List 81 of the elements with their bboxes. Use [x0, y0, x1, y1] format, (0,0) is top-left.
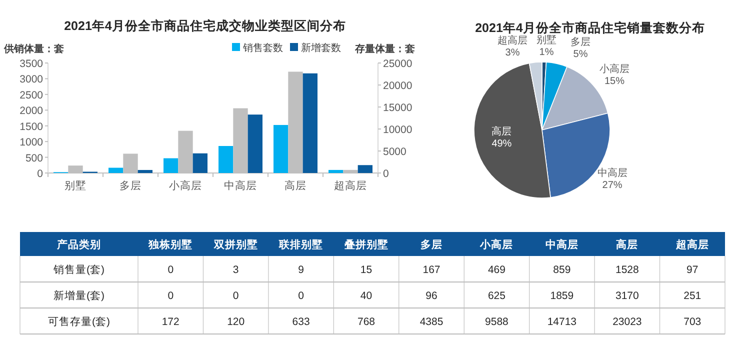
y-tick-label: 1000: [20, 136, 44, 149]
category-label: 中高层: [545, 238, 578, 251]
data-label: 633: [292, 316, 310, 328]
category-label: 多层: [420, 238, 442, 251]
y-tick-label: 0: [37, 168, 44, 180]
category-label: 小高层: [479, 238, 514, 251]
data-label: 96: [426, 290, 438, 302]
y-tick-label: 1500: [20, 120, 44, 133]
data-label: 15%: [604, 76, 625, 87]
data-label: 1%: [539, 47, 554, 58]
bar: [138, 170, 152, 173]
data-label: 0: [232, 290, 239, 302]
data-label: 14713: [547, 316, 577, 328]
category-label: 双拼别墅: [212, 238, 258, 251]
slice-label: 超高层: [498, 34, 528, 46]
data-label: 3: [232, 264, 239, 276]
data-label: 23023: [612, 316, 642, 328]
y-tick-label: 3000: [20, 74, 44, 86]
y2-tick-label: 15000: [383, 102, 412, 114]
text: 新增量(套): [54, 289, 104, 302]
y-tick-label: 2500: [20, 89, 44, 102]
data-label: 1859: [550, 290, 574, 302]
data-label: 15: [360, 264, 372, 276]
text: 销售量(套): [52, 264, 104, 276]
x-tick-label: 小高层: [169, 179, 202, 192]
data-label: 0: [168, 264, 174, 276]
chart-title: 2021年4月份全市商品住宅成交物业类型区间分布: [64, 18, 346, 33]
data-label: 469: [488, 264, 506, 276]
data-label: 0: [168, 290, 174, 302]
data-label: 5%: [573, 49, 588, 60]
data-label: 0: [298, 290, 304, 302]
data-label: 768: [358, 316, 376, 328]
data-label: 251: [684, 290, 702, 302]
y-tick-label: 3500: [20, 58, 44, 70]
data-label: 172: [162, 316, 180, 328]
slice-label: 中高层: [597, 166, 628, 179]
data-label: 3170: [615, 290, 640, 302]
data-label: 97: [686, 264, 698, 276]
y-tick-label: 2000: [20, 105, 44, 118]
text: 可售存量(套): [48, 316, 110, 328]
data-label: 120: [227, 316, 245, 328]
data-label: 49%: [492, 138, 512, 150]
slice-label: 小高层: [600, 62, 630, 75]
data-label: 27%: [602, 180, 622, 191]
x-tick-label: 别墅: [64, 180, 86, 192]
y2-tick-label: 25000: [383, 58, 412, 70]
data-label: 9: [298, 264, 304, 276]
y2-tick-label: 20000: [383, 80, 412, 92]
slice-label: 别墅: [536, 35, 556, 46]
chart-title: 2021年4月份全市商品住宅销量套数分布: [475, 20, 705, 35]
y2-axis-title: 存量体量：套: [354, 43, 415, 55]
category-label: 叠拼别墅: [343, 238, 388, 251]
y-tick-label: 500: [25, 152, 44, 164]
category-label: 高层: [616, 238, 638, 251]
data-label: 4385: [420, 316, 444, 328]
legend-label: 新增套数: [301, 42, 341, 54]
text: 产品类别: [56, 238, 101, 251]
y2-tick-label: 5000: [383, 146, 407, 158]
x-tick-label: 多层: [120, 180, 142, 192]
y2-tick-label: 10000: [383, 124, 412, 136]
data-label: 625: [488, 290, 506, 302]
y2-tick-label: 0: [383, 168, 389, 180]
category-label: 超高层: [674, 238, 709, 251]
data-label: 167: [422, 264, 440, 276]
category-label: 联排别墅: [278, 238, 324, 251]
bar: [108, 168, 124, 173]
y-axis-title: 供销体量：套: [3, 43, 64, 55]
slice-label: 高层: [492, 125, 512, 138]
x-tick-label: 高层: [284, 179, 306, 192]
bar: [358, 165, 372, 173]
x-tick-label: 中高层: [224, 179, 257, 192]
category-label: 独栋别墅: [148, 238, 193, 251]
data-label: 859: [553, 264, 571, 276]
data-label: 1528: [615, 264, 640, 276]
data-label: 703: [684, 316, 702, 328]
data-label: 9588: [485, 316, 509, 328]
data-label: 40: [360, 290, 372, 302]
legend-label: 销售套数: [242, 42, 283, 54]
data-label: 3%: [505, 47, 520, 58]
slice-label: 多层: [570, 36, 590, 48]
x-tick-label: 超高层: [334, 179, 367, 192]
